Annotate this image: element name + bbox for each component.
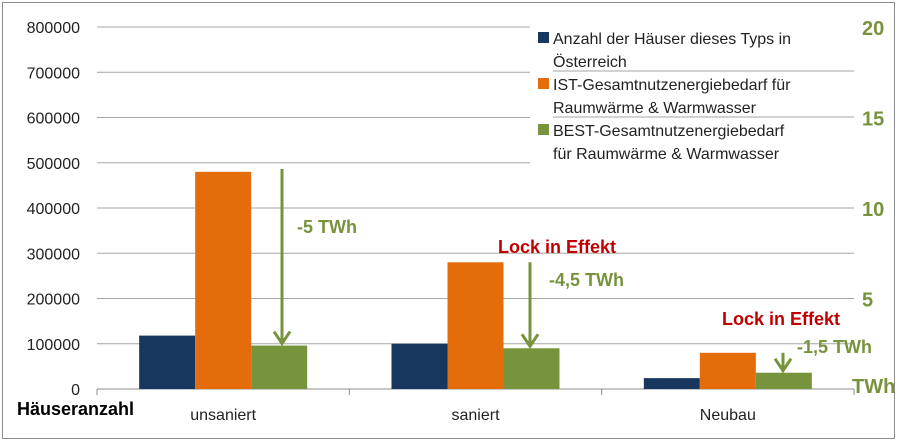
legend-entry-text: Österreich [553,53,627,71]
y-left-tick-label: 800000 [27,20,80,37]
legend-entry-text: Raumwärme & Warmwasser [553,100,757,117]
bar-right-unsaniert [251,345,308,389]
y-right-tick-label: 10 [862,199,884,221]
annotation-lock-in-label: Lock in Effekt [722,309,840,329]
bar-left-unsaniert [139,335,196,389]
arrow-head-icon [272,330,292,347]
y-left-tick-label: 100000 [27,337,80,354]
y-right-axis-label: TWh [852,376,895,398]
annotation-reduction: -5 TWh [297,217,357,237]
bar-left-saniert [391,343,448,389]
arrow-head-icon [773,357,793,374]
legend-swatch [538,124,549,135]
chart-frame [2,2,895,439]
bar-right-Neubau [699,352,756,389]
y-left-tick-label: 600000 [27,111,80,128]
y-right-tick-label: 15 [862,109,884,131]
legend-background [530,25,854,165]
x-category-label: saniert [451,407,500,424]
y-left-tick-label: 400000 [27,201,80,218]
annotation-reduction: -1,5 TWh [797,337,872,357]
x-category-label: Neubau [700,407,756,424]
bar-left-Neubau [643,378,700,389]
y-right-tick-label: 20 [862,18,884,40]
legend-swatch [538,78,549,89]
y-left-tick-label: 700000 [27,65,80,82]
annotation-reduction: -4,5 TWh [549,270,624,290]
arrow-head-icon [520,333,540,349]
legend-entry-text: IST-Gesamtnutzenergiebedarf für [553,77,791,94]
legend-entry-text: für Raumwärme & Warmwasser [553,146,780,163]
bar-right-unsaniert [195,171,252,389]
bar-right-Neubau [755,372,812,389]
y-left-tick-label: 300000 [27,246,80,263]
legend-entry-text: Anzahl der Häuser dieses Typs in [553,31,791,48]
annotation-lock-in-label: Lock in Effekt [498,237,616,257]
y-right-tick-label: 5 [862,290,873,312]
x-category-label: unsaniert [190,407,256,424]
legend-swatch [538,32,549,43]
y-left-tick-label: 500000 [27,156,80,173]
legend-entry-text: BEST-Gesamtnutzenergiebedarf [553,123,785,140]
bar-right-saniert [503,348,560,389]
y-left-tick-label: 200000 [27,292,80,309]
bar-right-saniert [447,262,504,389]
y-left-tick-label: 0 [71,382,80,399]
y-left-axis-label: Häuseranzahl [17,399,134,419]
